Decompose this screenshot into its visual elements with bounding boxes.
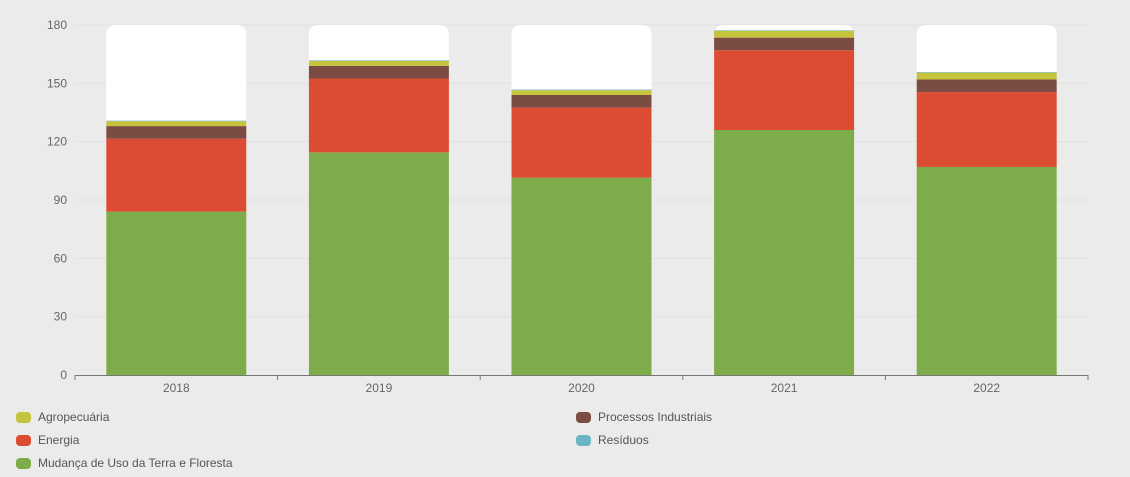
legend-swatch-residuos bbox=[576, 434, 591, 446]
bar-segment[interactable] bbox=[916, 79, 1057, 93]
legend-swatch-energia bbox=[16, 434, 31, 446]
legend: Agropecuária Energia Mudança de Uso da T… bbox=[0, 404, 1130, 477]
bar-segment[interactable] bbox=[511, 177, 652, 375]
legend-item-residuos[interactable]: Resíduos bbox=[576, 433, 649, 447]
bar-segment[interactable] bbox=[714, 30, 855, 31]
chart-canvas: 0 30 60 90 120 150 180 2018 2019 2020 2021 2022 bbox=[47, 18, 1089, 395]
bar-segment[interactable] bbox=[106, 138, 247, 212]
bar-segment[interactable] bbox=[714, 50, 855, 130]
legend-item-energia[interactable]: Energia bbox=[16, 433, 79, 447]
legend-label-energia: Energia bbox=[38, 433, 80, 447]
bar-segment[interactable] bbox=[714, 30, 855, 38]
y-tick-label: 120 bbox=[47, 135, 67, 149]
bar-segment[interactable] bbox=[308, 60, 449, 61]
legend-item-mudanca-uso-terra[interactable]: Mudança de Uso da Terra e Floresta bbox=[16, 456, 233, 470]
bars bbox=[106, 25, 1057, 375]
legend-label-processos-industriais: Processos Industriais bbox=[598, 410, 713, 424]
y-tick-label: 180 bbox=[47, 18, 67, 32]
x-tick-label: 2018 bbox=[163, 381, 190, 395]
bar-segment[interactable] bbox=[916, 166, 1057, 375]
x-tick-label: 2020 bbox=[568, 381, 595, 395]
y-tick-label: 150 bbox=[47, 76, 67, 90]
stacked-bar-chart: 0 30 60 90 120 150 180 2018 2019 2020 2021 2022 bbox=[47, 18, 1089, 395]
bar-segment[interactable] bbox=[308, 60, 449, 66]
bar-segment[interactable] bbox=[308, 152, 449, 375]
x-tick-label: 2019 bbox=[366, 381, 393, 395]
legend-label-agropecuaria: Agropecuária bbox=[38, 410, 110, 424]
x-tick-label: 2022 bbox=[973, 381, 1000, 395]
y-tick-label: 0 bbox=[60, 368, 67, 382]
bar-segment[interactable] bbox=[106, 126, 247, 139]
bar-segment[interactable] bbox=[916, 92, 1057, 167]
bar-segment[interactable] bbox=[511, 89, 652, 91]
legend-swatch-mudanca-uso-terra bbox=[16, 457, 31, 469]
bar-segment[interactable] bbox=[106, 120, 247, 122]
bar-segment[interactable] bbox=[511, 90, 652, 95]
bar-segment[interactable] bbox=[308, 78, 449, 153]
legend-swatch-processos-industriais bbox=[576, 411, 591, 423]
legend-item-agropecuaria[interactable]: Agropecuária bbox=[16, 410, 109, 424]
legend-label-residuos: Resíduos bbox=[598, 433, 649, 447]
bar-segment[interactable] bbox=[511, 107, 652, 178]
y-tick-label: 90 bbox=[54, 193, 68, 207]
bar-segment[interactable] bbox=[714, 130, 855, 375]
y-tick-label: 30 bbox=[54, 310, 68, 324]
bar-segment[interactable] bbox=[916, 72, 1057, 80]
x-tick-label: 2021 bbox=[771, 381, 798, 395]
bar-segment[interactable] bbox=[511, 95, 652, 108]
bar-segment[interactable] bbox=[308, 65, 449, 79]
legend-item-processos-industriais[interactable]: Processos Industriais bbox=[576, 410, 712, 424]
legend-label-mudanca-uso-terra: Mudança de Uso da Terra e Floresta bbox=[38, 456, 233, 470]
bar-segment[interactable] bbox=[106, 121, 247, 127]
bar-segment[interactable] bbox=[106, 211, 247, 375]
legend-swatch-agropecuaria bbox=[16, 411, 31, 423]
y-tick-label: 60 bbox=[54, 251, 68, 265]
bar-segment[interactable] bbox=[916, 72, 1057, 73]
bar-segment[interactable] bbox=[714, 37, 855, 51]
axes: 0 30 60 90 120 150 180 2018 2019 2020 2021 2022 bbox=[47, 18, 1089, 395]
